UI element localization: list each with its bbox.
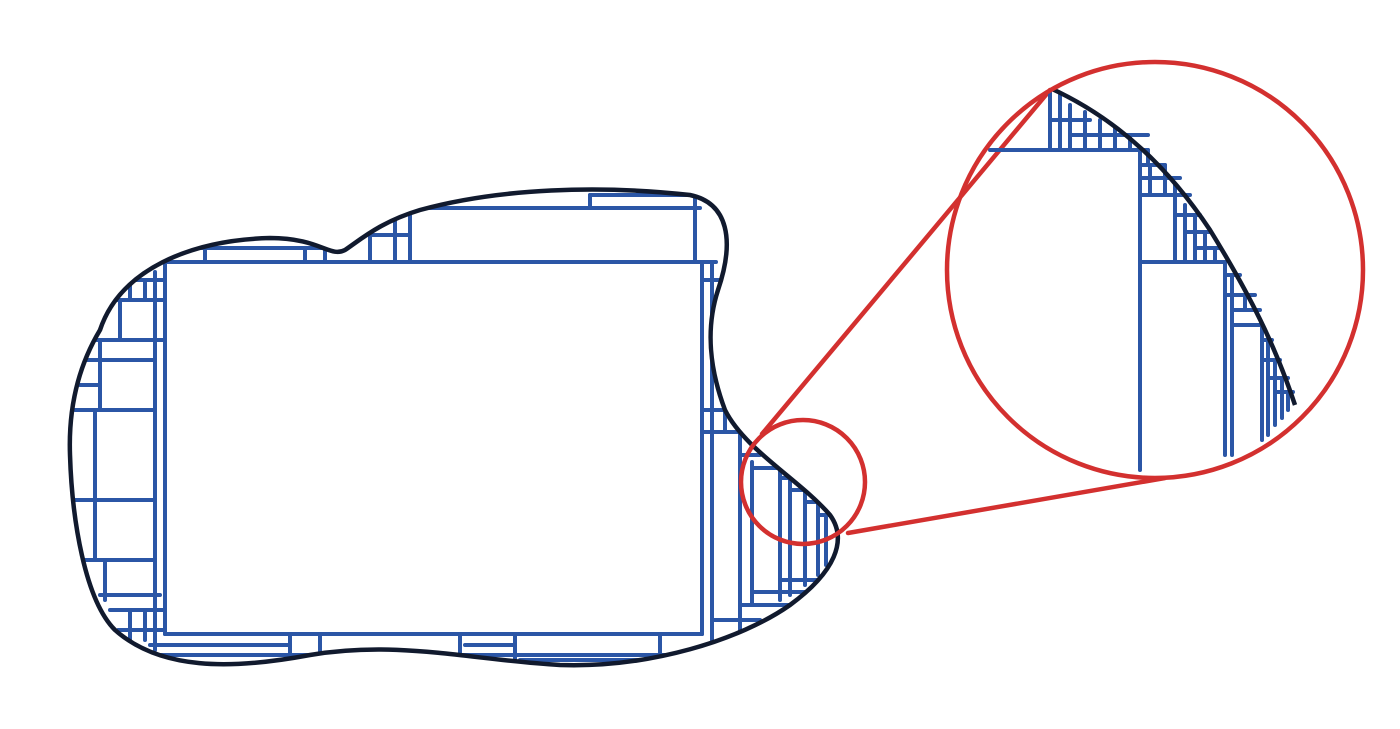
zoomed-detail-circle xyxy=(944,59,1366,481)
rectangle-tiling xyxy=(69,193,832,662)
zoomed-detail xyxy=(988,85,1298,472)
connector-line-bottom xyxy=(845,475,1168,536)
connector-line-top xyxy=(759,87,1053,437)
blob-outline xyxy=(67,187,840,668)
magnifier-circle xyxy=(738,417,868,547)
zoomed-boundary-curve xyxy=(1049,85,1298,406)
magnifier xyxy=(738,87,1168,547)
central-rectangle xyxy=(163,260,704,636)
